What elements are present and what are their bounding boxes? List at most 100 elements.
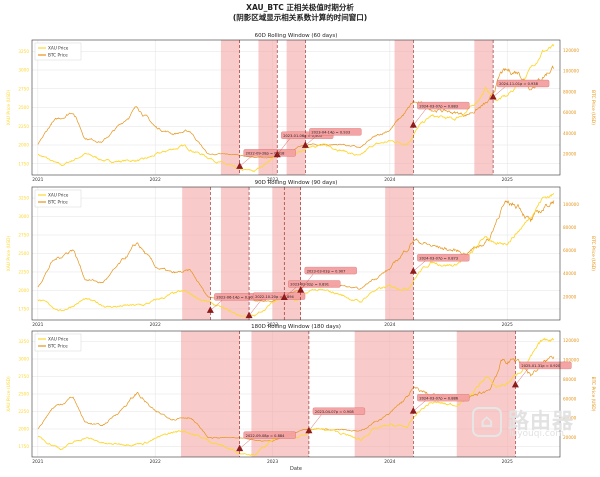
legend: XAU Price BTC Price: [34, 189, 82, 208]
correlation-window: [258, 40, 278, 175]
extreme-label-box: [304, 266, 357, 275]
extreme-marker: [236, 444, 244, 452]
y-right-tick: 100000: [563, 202, 579, 207]
panel-title: 90D Rolling Window (90 days): [255, 180, 338, 186]
y-right-tick: 20000: [563, 435, 577, 440]
extreme-marker: [273, 150, 281, 158]
extreme-label: 2023-02-02ρ = 0.891: [290, 283, 329, 287]
extreme-label-box: [243, 431, 296, 439]
plot-frame: [31, 39, 561, 176]
correlation-window: [474, 40, 494, 175]
y-right-tick: 20000: [563, 152, 577, 157]
y-left-tick: 1750: [18, 161, 29, 166]
extreme-marker: [305, 426, 313, 434]
extreme-label: 2023-01-06ρ = 0.905: [283, 134, 322, 138]
y-left-tick: 3250: [18, 49, 29, 54]
y-left-tick: 3000: [18, 357, 29, 362]
x-tick-label: 2025: [502, 459, 513, 465]
y-left-tick: 2250: [18, 409, 29, 414]
y-right-tick: 60000: [563, 396, 577, 401]
extreme-label-box: [417, 254, 470, 262]
label-leader: [308, 412, 324, 431]
panel-title: 60D Rolling Window (60 days): [255, 33, 338, 39]
y-left-tick: 2250: [18, 124, 29, 129]
chart-panel-1: 60D Rolling Window (60 days) 2022-09-28ρ …: [6, 33, 596, 183]
btc-price-line: [37, 65, 555, 159]
extreme-marker: [280, 293, 288, 300]
correlation-window: [182, 187, 211, 320]
extreme-label-box: [288, 280, 341, 288]
correlation-window: [394, 40, 414, 175]
y-left-tick: 3250: [18, 196, 29, 201]
y-left-tick: 2000: [18, 288, 29, 293]
extreme-marker: [409, 407, 417, 414]
correlation-window: [286, 40, 306, 175]
extreme-marker: [409, 121, 417, 128]
legend-btc-label: BTC Price: [48, 53, 68, 58]
y-right-tick: 40000: [563, 271, 577, 276]
extreme-label-box: [417, 101, 470, 110]
x-tick-label: 2023: [267, 459, 278, 465]
x-tick-label: 2025: [502, 177, 513, 183]
extreme-label-box: [496, 79, 550, 88]
router-logo-icon: ⌂: [472, 407, 502, 437]
legend-btc-label: BTC Price: [48, 344, 68, 349]
extreme-label-box: [417, 393, 470, 402]
extreme-label: 2023-04-07ρ = 0.908: [315, 410, 354, 414]
extreme-marker: [301, 141, 309, 148]
x-tick-label: 2023: [267, 177, 278, 183]
y-right-tick: 20000: [563, 294, 577, 299]
legend-xau-label: XAU Price: [48, 46, 69, 51]
extreme-label-box: [519, 361, 572, 370]
correlation-window: [385, 187, 414, 320]
y-left-tick: 2250: [18, 269, 29, 274]
x-tick-label: 2023: [267, 322, 278, 328]
x-tick-label: 2025: [502, 322, 513, 328]
btc-price-line: [37, 200, 555, 302]
label-leader: [515, 366, 530, 386]
extreme-label-box: [312, 407, 366, 415]
legend: XAU Price BTC Price: [34, 42, 82, 61]
y-left-tick: 1750: [18, 306, 29, 311]
y-left-tick: 3000: [18, 214, 29, 219]
legend-box: [34, 189, 82, 208]
extreme-label: 2022-06-14ρ = 0.903: [216, 296, 255, 300]
chart-panel-3: 180D Rolling Window (180 days) 2022-09-08…: [6, 324, 596, 465]
y-right-label: BTC Price (USD): [590, 90, 596, 125]
extreme-label: 2024-03-07ρ = 0.873: [419, 256, 458, 260]
y-left-tick: 2000: [18, 427, 29, 432]
label-leader: [300, 271, 315, 291]
x-tick-label: 2022: [150, 177, 161, 183]
y-right-tick: 80000: [563, 89, 577, 94]
extreme-marker: [245, 311, 253, 319]
y-left-label: XAU Price (USD): [6, 89, 12, 125]
extreme-label: 2023-04-14ρ = 0.933: [311, 131, 350, 135]
y-right-label: BTC Price (USD): [590, 236, 596, 271]
panel-title: 180D Rolling Window (180 days): [251, 324, 341, 330]
extreme-marker: [511, 380, 519, 388]
x-tick-label: 2021: [32, 177, 43, 183]
correlation-window: [181, 331, 240, 457]
x-tick-label: 2021: [32, 459, 43, 465]
y-left-tick: 3250: [18, 339, 29, 344]
y-right-tick: 40000: [563, 416, 577, 421]
y-right-tick: 80000: [563, 377, 577, 382]
legend: XAU Price BTC Price: [34, 333, 82, 352]
legend-xau-label: XAU Price: [48, 193, 69, 198]
figure-title: XAU_BTC 正相关极值时期分析: [246, 3, 354, 12]
extreme-label-box: [309, 128, 362, 136]
extreme-label: 2024-03-07ρ = 0.883: [419, 104, 458, 108]
y-left-label: XAU Price (USD): [6, 235, 12, 271]
extreme-label-box: [243, 149, 296, 157]
x-tick-label: 2024: [384, 322, 395, 328]
extreme-label: 2024-03-07ρ = 0.886: [419, 396, 458, 400]
y-left-tick: 2500: [18, 392, 29, 397]
y-right-tick: 60000: [563, 248, 577, 253]
x-tick-label: 2021: [32, 322, 43, 328]
plot-frame: [31, 186, 561, 321]
correlation-window: [220, 40, 240, 175]
x-tick-label: 2024: [384, 459, 395, 465]
watermark-url: luyouqi.com: [509, 429, 565, 439]
extreme-label: 2025-01-31ρ = 0.920: [521, 364, 560, 368]
x-axis-label: Date: [290, 466, 302, 472]
